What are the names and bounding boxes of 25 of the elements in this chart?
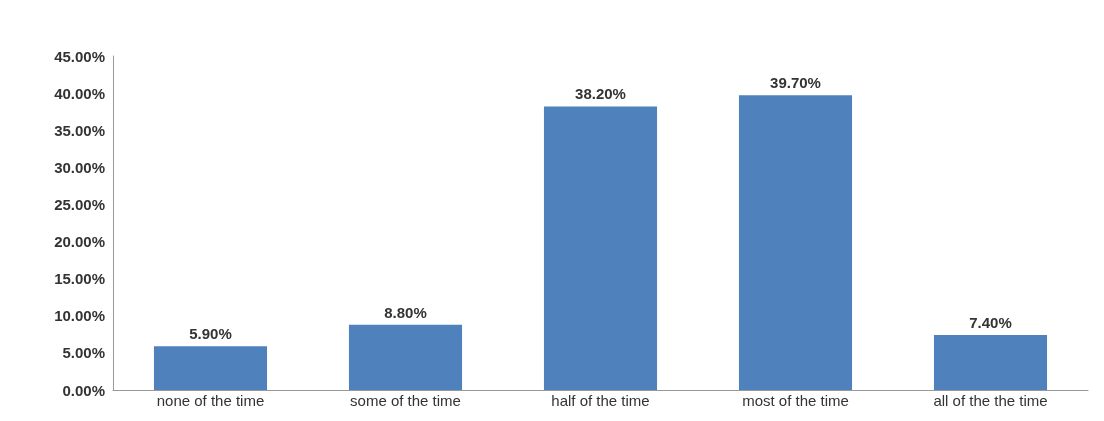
y-tick-label: 10.00% — [54, 307, 105, 325]
data-label: 38.20% — [575, 85, 626, 103]
data-label: 5.90% — [189, 325, 232, 343]
x-tick-label: most of the time — [742, 392, 849, 409]
y-tick-label: 5.00% — [62, 344, 105, 362]
bar — [543, 106, 658, 390]
y-tick-label: 20.00% — [54, 233, 105, 251]
y-tick-label: 40.00% — [54, 84, 105, 102]
x-tick-label: some of the time — [350, 392, 461, 409]
bar — [933, 335, 1048, 390]
data-label: 8.80% — [384, 303, 427, 321]
bar — [153, 346, 268, 390]
y-tick-label: 25.00% — [54, 195, 105, 213]
bar — [738, 95, 853, 390]
y-tick-label: 30.00% — [54, 158, 105, 176]
x-tick-label: none of the time — [156, 392, 265, 409]
y-tick-label: 45.00% — [54, 47, 105, 65]
y-tick-label: 35.00% — [54, 121, 105, 139]
x-tick-label: half of the time — [551, 392, 650, 409]
data-label: 39.70% — [770, 74, 821, 92]
y-tick-label: 0.00% — [62, 381, 105, 399]
y-tick-label: 15.00% — [54, 270, 105, 288]
bar — [348, 324, 463, 390]
x-tick-label: all of the the time — [933, 392, 1048, 409]
data-label: 7.40% — [969, 314, 1012, 332]
